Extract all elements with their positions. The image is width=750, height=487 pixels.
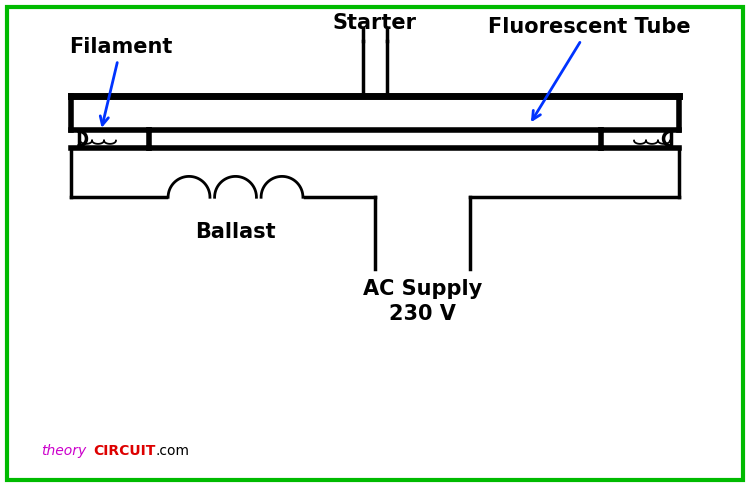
Text: theory: theory	[41, 444, 86, 458]
Text: Starter: Starter	[333, 13, 417, 33]
Text: Fluorescent Tube: Fluorescent Tube	[488, 17, 691, 120]
Text: .com: .com	[156, 444, 190, 458]
Text: Ballast: Ballast	[195, 222, 276, 242]
Text: AC Supply
230 V: AC Supply 230 V	[363, 279, 482, 323]
Text: CIRCUIT: CIRCUIT	[93, 444, 155, 458]
Text: Filament: Filament	[69, 37, 172, 125]
